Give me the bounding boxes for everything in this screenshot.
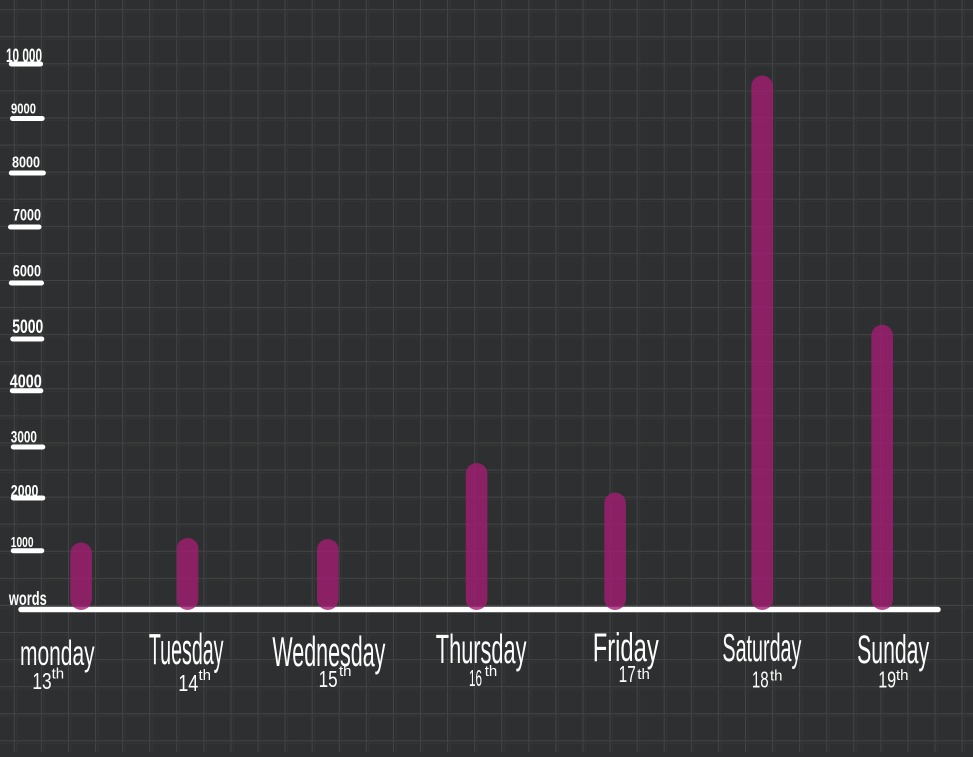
svg-text:th: th xyxy=(637,666,650,683)
svg-text:8000: 8000 xyxy=(12,155,40,172)
svg-text:3000: 3000 xyxy=(11,427,37,446)
svg-text:Friday: Friday xyxy=(593,626,659,670)
svg-text:15: 15 xyxy=(319,666,338,692)
svg-text:Wednesday: Wednesday xyxy=(272,628,385,675)
svg-text:18: 18 xyxy=(752,666,769,692)
svg-text:6000: 6000 xyxy=(13,261,41,280)
svg-text:16: 16 xyxy=(469,665,482,691)
svg-text:13: 13 xyxy=(32,668,51,694)
svg-text:1000: 1000 xyxy=(11,534,34,551)
svg-text:10 000: 10 000 xyxy=(6,46,42,67)
svg-text:5000: 5000 xyxy=(12,317,43,338)
svg-text:9000: 9000 xyxy=(11,101,36,118)
svg-text:th: th xyxy=(896,667,909,684)
svg-text:4000: 4000 xyxy=(10,371,42,391)
svg-text:th: th xyxy=(52,666,65,683)
svg-text:th: th xyxy=(199,667,212,684)
svg-text:7000: 7000 xyxy=(13,206,41,225)
svg-text:17: 17 xyxy=(619,661,636,687)
svg-text:Thursday: Thursday xyxy=(436,625,527,672)
svg-text:Sunday: Sunday xyxy=(857,628,929,672)
svg-text:th: th xyxy=(485,663,498,680)
svg-text:words: words xyxy=(8,589,47,610)
svg-text:Saturday: Saturday xyxy=(722,627,801,670)
svg-text:monday: monday xyxy=(20,633,95,673)
svg-text:th: th xyxy=(339,663,352,680)
svg-text:Tuesday: Tuesday xyxy=(149,624,224,673)
svg-text:19: 19 xyxy=(878,666,896,692)
svg-text:14: 14 xyxy=(178,670,198,696)
svg-text:th: th xyxy=(770,667,783,684)
svg-text:2000: 2000 xyxy=(11,482,39,501)
